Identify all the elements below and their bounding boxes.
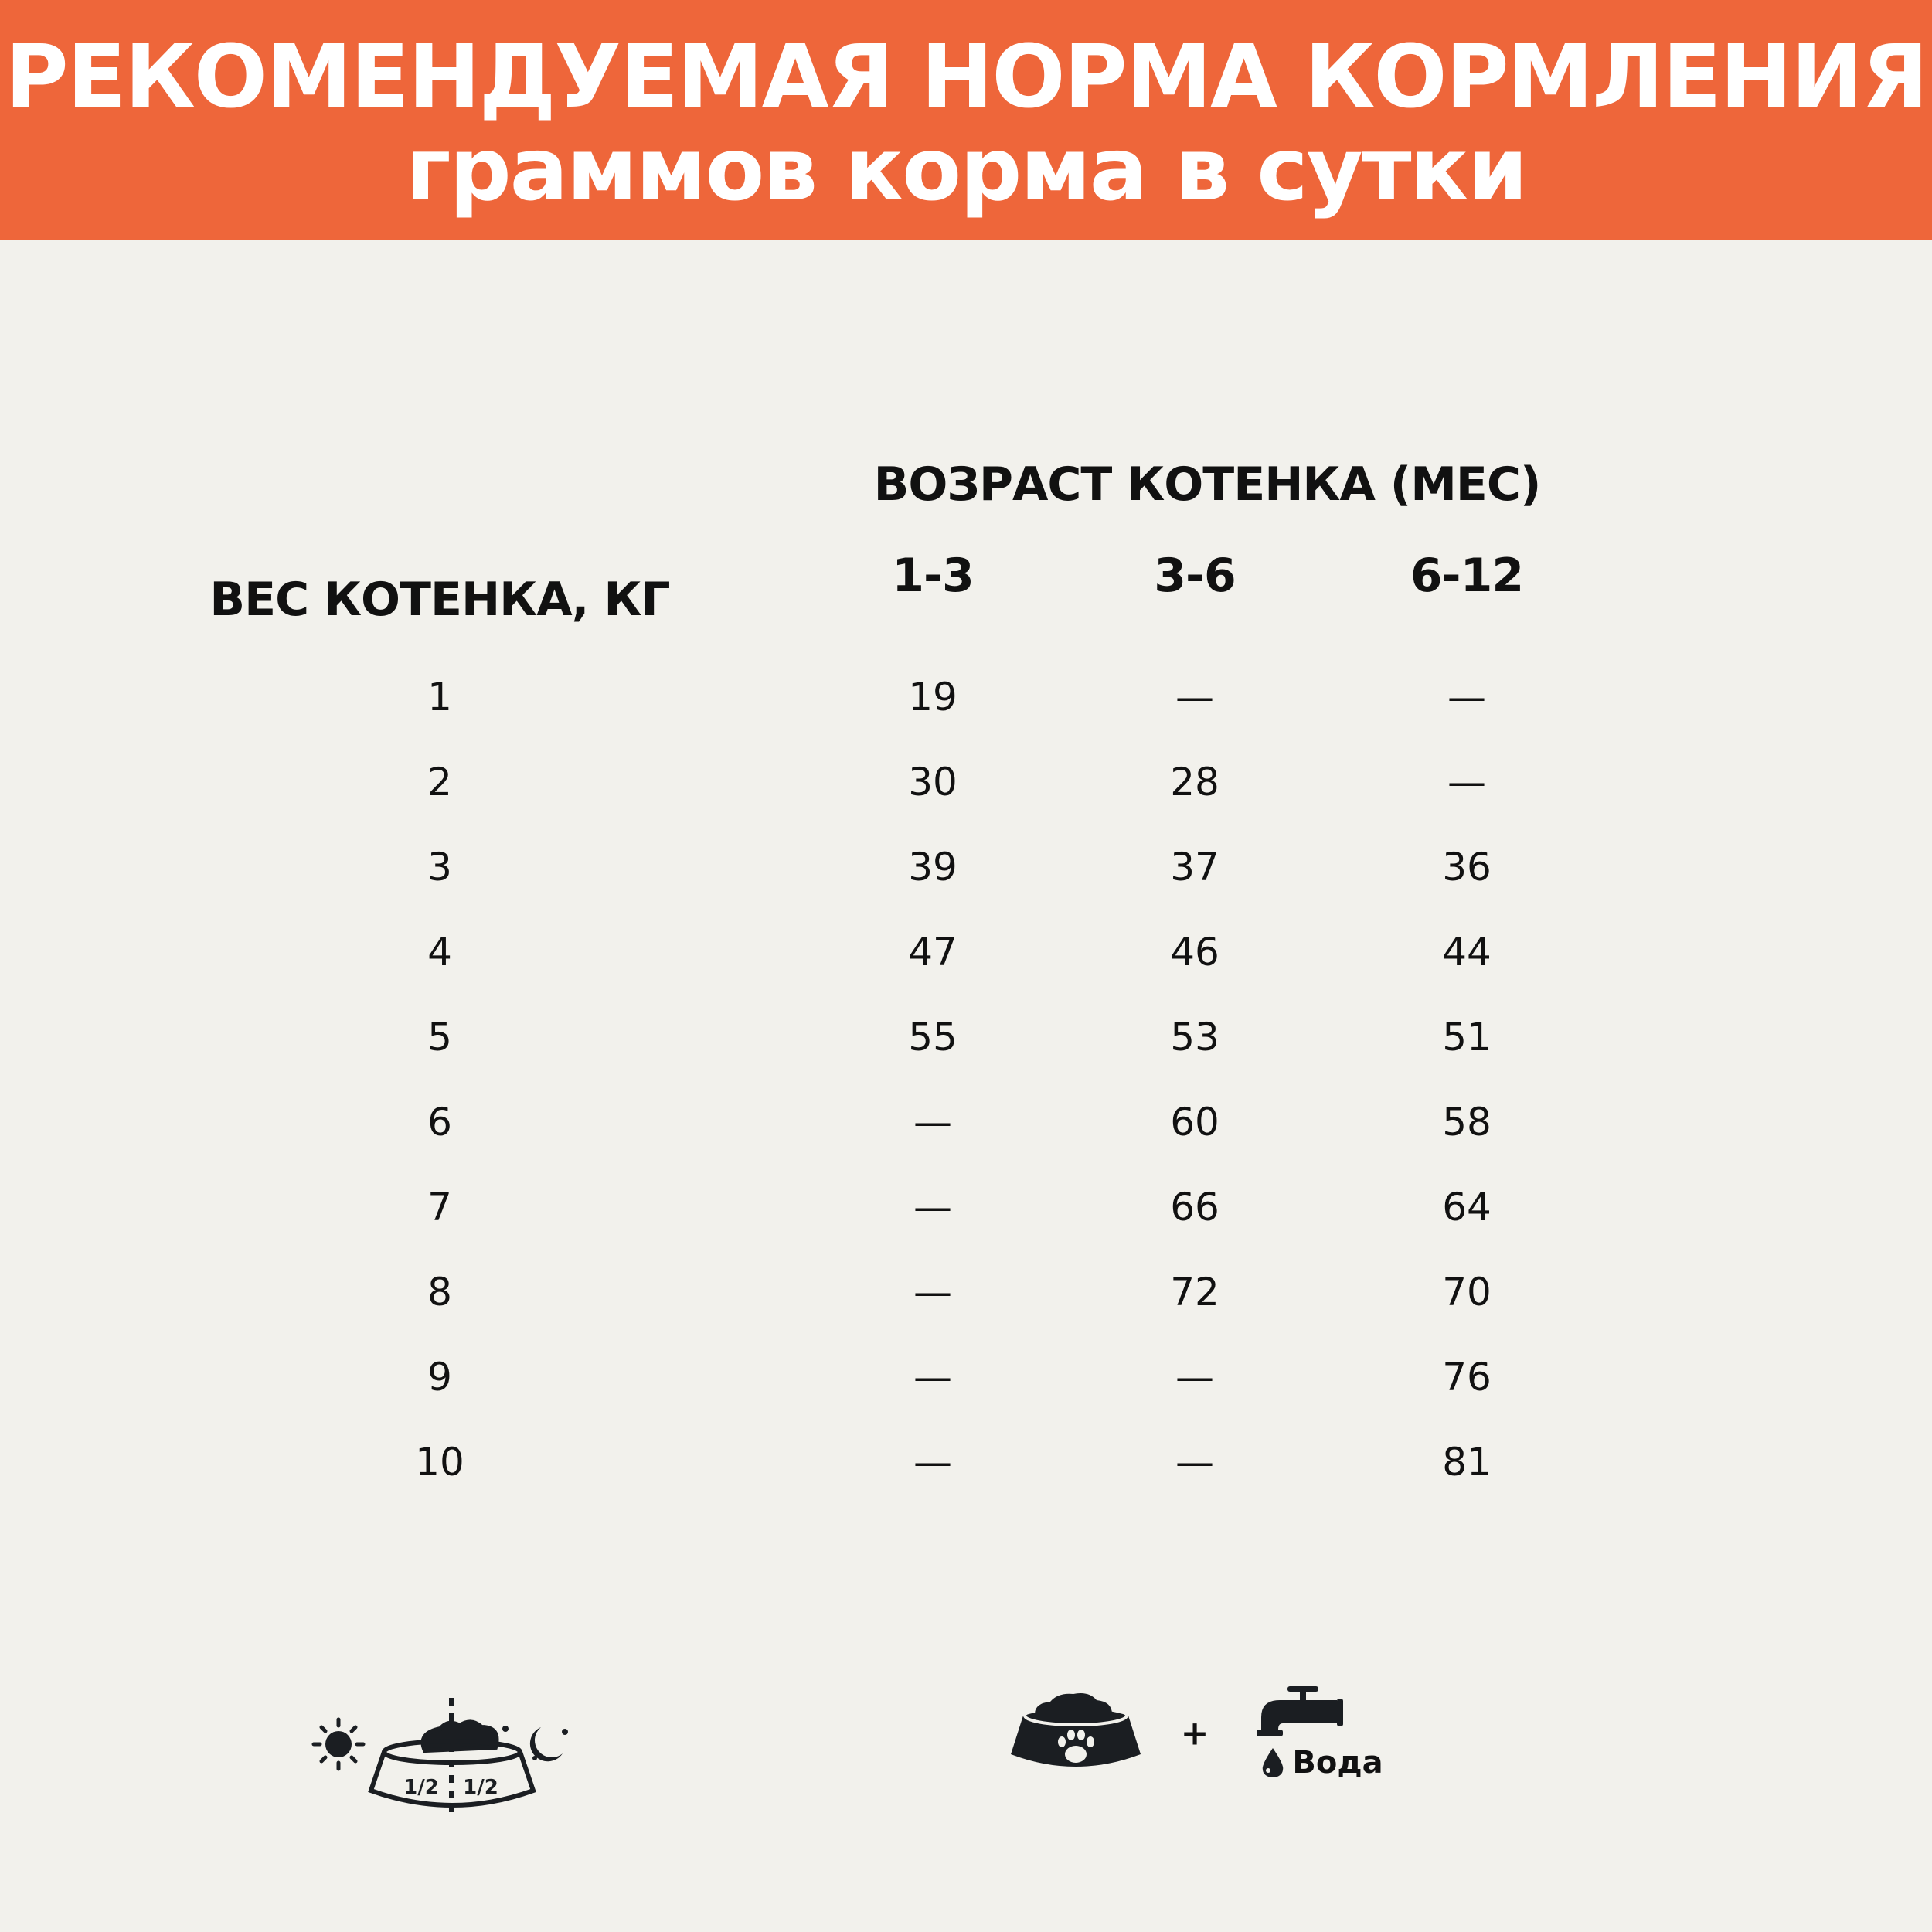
grams-cell: 70 [1442,1270,1492,1315]
grams-cell: — [1447,675,1486,719]
grams-cell: — [913,1270,952,1315]
grams-cell: 55 [908,1015,957,1060]
age-column-header: 6-12 [1410,549,1524,603]
page-subtitle: граммов корма в сутки [405,120,1528,220]
grams-cell: 76 [1442,1355,1492,1400]
grams-cell: 30 [908,760,957,804]
weight-cell: 10 [415,1440,464,1485]
weight-cell: 9 [427,1355,452,1400]
grams-cell: 64 [1442,1185,1492,1230]
grams-cell: — [1447,760,1486,804]
weight-cell: 4 [427,930,452,975]
weight-cell: 3 [427,845,452,889]
grams-cell: 72 [1170,1270,1219,1315]
tap-icon [1257,1686,1343,1736]
weight-header: ВЕС КОТЕНКА, КГ [209,573,670,627]
grams-cell: 37 [1170,845,1219,889]
grams-cell: — [913,1440,952,1485]
grams-cell: 53 [1170,1015,1219,1060]
weight-cell: 1 [427,675,452,719]
grams-cell: — [1175,1355,1214,1400]
water-label: Вода [1292,1745,1383,1781]
age-column-header: 1-3 [892,549,974,603]
grams-cell: 19 [908,675,957,719]
grams-cell: 60 [1170,1100,1219,1145]
header-banner: РЕКОМЕНДУЕМАЯ НОРМА КОРМЛЕНИЯ граммов ко… [0,0,1932,240]
weight-cell: 5 [427,1015,452,1060]
sun-icon [311,1717,366,1771]
weight-cell: 7 [427,1185,452,1230]
grams-cell: — [1175,1440,1214,1485]
grams-cell: 81 [1442,1440,1492,1485]
moon-stars-icon [502,1726,568,1762]
split-label-left: 1/2 [403,1776,439,1799]
grams-cell: 44 [1442,930,1492,975]
grams-cell: 28 [1170,760,1219,804]
split-bowl-icon: 1/2 1/2 [311,1698,568,1812]
grams-cell: 46 [1170,930,1219,975]
paw-bowl-icon [1011,1693,1141,1767]
split-label-right: 1/2 [463,1776,498,1799]
grams-cell: 36 [1442,845,1492,889]
grams-cell: 58 [1442,1100,1492,1145]
water-drop-icon [1262,1748,1284,1777]
age-column-header: 3-6 [1154,549,1236,603]
weight-cell: 6 [427,1100,452,1145]
grams-cell: — [913,1100,952,1145]
page-title: РЕКОМЕНДУЕМАЯ НОРМА КОРМЛЕНИЯ [5,27,1929,128]
grams-cell: 47 [908,930,957,975]
plus-sign: + [1180,1713,1209,1753]
grams-cell: 66 [1170,1185,1219,1230]
grams-cell: 51 [1442,1015,1492,1060]
weight-cell: 2 [427,760,452,804]
grams-cell: — [913,1355,952,1400]
age-header: ВОЗРАСТ КОТЕНКА (МЕС) [873,457,1542,512]
grams-cell: — [913,1185,952,1230]
grams-cell: 39 [908,845,957,889]
grams-cell: — [1175,675,1214,719]
weight-cell: 8 [427,1270,452,1315]
